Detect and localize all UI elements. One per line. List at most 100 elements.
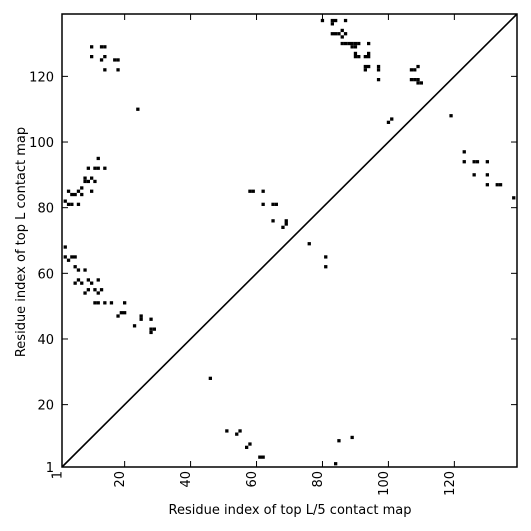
contact-point — [63, 245, 67, 249]
contact-point — [225, 429, 229, 433]
contact-point — [86, 278, 90, 282]
contact-point — [96, 301, 100, 305]
contact-point — [353, 41, 358, 46]
contact-point — [99, 58, 104, 62]
contact-point — [337, 439, 341, 443]
contact-point — [73, 265, 77, 269]
contact-point — [357, 55, 361, 59]
contact-point — [93, 166, 97, 170]
contact-point — [70, 202, 74, 206]
contact-point — [83, 179, 87, 184]
contact-point — [419, 81, 423, 85]
contact-point — [367, 64, 371, 69]
contact-point — [334, 462, 338, 466]
contact-point — [139, 314, 143, 318]
contact-point — [251, 189, 255, 193]
contact-point — [66, 202, 71, 206]
contact-point — [334, 18, 338, 23]
contact-point — [363, 64, 367, 69]
contact-point — [258, 455, 262, 459]
contact-point — [93, 288, 97, 292]
contact-point — [343, 32, 348, 36]
contact-point — [80, 186, 84, 190]
contact-point — [103, 55, 107, 59]
contact-point — [416, 64, 420, 69]
contact-point — [83, 291, 87, 295]
contact-point — [76, 278, 81, 282]
contact-point — [409, 68, 414, 72]
contact-point — [413, 78, 417, 82]
contact-point — [152, 327, 156, 331]
contact-point — [324, 255, 328, 259]
contact-point — [63, 199, 67, 203]
contact-point — [337, 32, 341, 36]
y-tick-label: 60 — [37, 267, 54, 282]
contact-point — [343, 41, 348, 46]
contact-point — [76, 189, 81, 193]
contact-point — [73, 192, 77, 197]
contact-point — [449, 114, 453, 118]
contact-point — [99, 288, 104, 292]
contact-point — [99, 45, 104, 49]
contact-point — [123, 311, 127, 315]
x-tick-label: 60 — [245, 471, 260, 488]
contact-point — [116, 68, 120, 72]
contact-point — [462, 160, 466, 164]
contact-point — [70, 192, 74, 197]
contact-point — [93, 179, 97, 184]
y-tick-label: 40 — [37, 333, 54, 348]
y-tick-label: 20 — [37, 399, 54, 414]
contact-point — [90, 281, 94, 285]
contact-point — [90, 55, 94, 59]
contact-point — [485, 160, 489, 164]
contact-point — [96, 291, 100, 295]
contact-point — [149, 330, 153, 335]
contact-point — [284, 222, 288, 226]
x-tick-label: 80 — [311, 471, 326, 488]
contact-point — [324, 265, 328, 269]
contact-point — [261, 202, 265, 206]
contact-point — [86, 166, 90, 170]
x-tick-label: 100 — [377, 471, 392, 496]
contact-point — [96, 156, 100, 161]
contact-point — [271, 202, 275, 206]
contact-point — [83, 268, 87, 272]
contact-point — [90, 45, 94, 49]
contact-point — [261, 455, 265, 459]
contact-point — [495, 183, 499, 187]
contact-point — [116, 58, 120, 62]
contact-point — [96, 166, 100, 170]
contact-point — [248, 442, 252, 446]
contact-point — [149, 317, 153, 321]
contact-point — [350, 41, 354, 46]
contact-point — [409, 78, 414, 82]
contact-point — [367, 51, 371, 56]
contact-point — [116, 314, 120, 318]
y-axis-label: Residue index of top L contact map — [14, 127, 29, 357]
contact-point — [261, 189, 265, 193]
contact-point — [208, 376, 212, 380]
contact-point — [386, 120, 391, 124]
contact-point — [320, 18, 325, 23]
contact-point — [367, 41, 371, 46]
contact-point — [340, 41, 344, 46]
contact-point — [462, 150, 466, 154]
contact-point — [363, 68, 367, 72]
diagonal-line — [61, 13, 518, 468]
contact-point — [93, 301, 97, 305]
contact-point — [70, 255, 74, 259]
contact-point — [86, 288, 90, 292]
contact-point — [334, 32, 338, 36]
y-tick-label: 120 — [29, 70, 54, 85]
contact-point — [80, 192, 84, 197]
contact-point — [284, 219, 288, 223]
contact-point — [353, 51, 358, 56]
contact-point — [472, 160, 476, 164]
contact-point — [413, 68, 417, 72]
x-tick-label: 40 — [179, 471, 194, 488]
contact-point — [80, 281, 84, 285]
contact-point — [307, 242, 311, 246]
contact-point — [330, 32, 334, 36]
contact-point — [103, 68, 107, 72]
contact-point — [76, 202, 81, 206]
